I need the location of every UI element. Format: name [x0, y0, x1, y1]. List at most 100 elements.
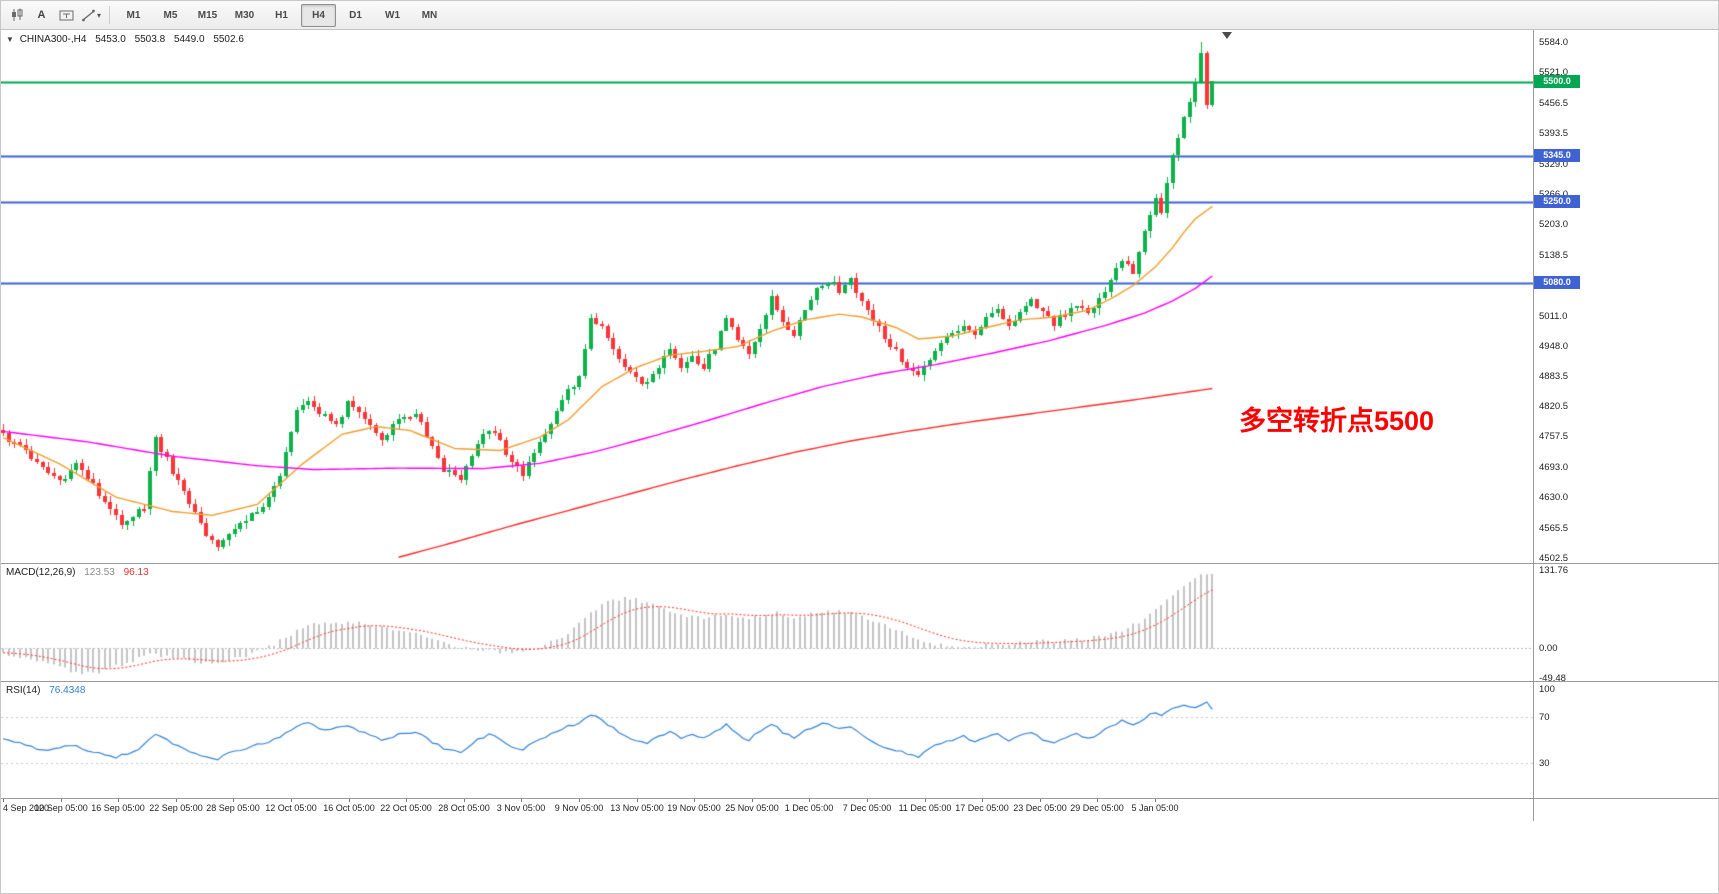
- symbol-name: CHINA300-,H4: [19, 34, 87, 45]
- price-axis-tick: 5011.0: [1539, 310, 1568, 322]
- time-axis-tick: [521, 799, 522, 802]
- time-axis-tick: [982, 799, 983, 802]
- time-axis-label: 7 Dec 05:00: [842, 803, 892, 813]
- pane-separator[interactable]: [1, 798, 1718, 799]
- time-axis-tick: [291, 799, 292, 802]
- text-label-tool-button[interactable]: [55, 4, 78, 27]
- text-label-icon: [59, 10, 74, 20]
- time-axis-tick: [3, 799, 4, 802]
- price-level-tag-5080.0[interactable]: 5080.0: [1534, 275, 1580, 289]
- time-axis-tick: [867, 799, 868, 802]
- rsi-value: 76.4348: [49, 685, 86, 696]
- quick-trade-marker-icon[interactable]: ▼: [6, 35, 14, 44]
- caret-down-icon: ▾: [96, 10, 101, 20]
- price-axis-tick: 4630.0: [1539, 492, 1569, 504]
- rsi-axis-tick: 70: [1539, 711, 1550, 723]
- price-axis-tick: 5393.5: [1539, 128, 1569, 140]
- price-axis-tick: 4757.5: [1539, 431, 1569, 443]
- rsi-pane-canvas[interactable]: [1, 682, 1533, 798]
- ohlc-high: 5503.8: [134, 34, 166, 45]
- time-axis-label: 13 Nov 05:00: [610, 803, 664, 813]
- macd-axis-tick: 131.76: [1539, 565, 1569, 576]
- time-axis-label: 22 Oct 05:00: [380, 803, 432, 813]
- rsi-axis-tick: 100: [1539, 684, 1555, 695]
- timeframe-group: M1 M5 M15 M30 H1 H4 D1 W1 MN: [115, 3, 448, 27]
- price-level-tag-5345.0[interactable]: 5345.0: [1534, 149, 1580, 163]
- timeframe-button-M1[interactable]: M1: [126, 9, 141, 21]
- time-axis-label: 17 Dec 05:00: [955, 803, 1009, 813]
- macd-axis-tick: -49.48: [1539, 672, 1566, 684]
- time-axis-tick: [694, 799, 695, 802]
- price-axis-tick: 5329.0: [1539, 158, 1569, 170]
- time-axis-label: 1 Dec 05:00: [784, 803, 834, 813]
- text-tool-button[interactable]: A: [37, 9, 46, 21]
- macd-main-value: 123.53: [84, 567, 115, 578]
- time-axis-tick: [1155, 799, 1156, 802]
- time-axis-label: 5 Jan 05:00: [1131, 803, 1179, 813]
- time-axis-label: 9 Nov 05:00: [554, 803, 604, 813]
- time-axis-label: 10 Sep 05:00: [34, 803, 88, 813]
- price-axis-tick: 5584.0: [1539, 37, 1569, 49]
- timeframe-button-M15[interactable]: M15: [197, 9, 218, 21]
- ohlc-values: 5453.0 5503.8 5449.0 5502.6: [89, 34, 244, 45]
- price-axis-tick: 5266.0: [1539, 189, 1568, 200]
- toolbar-separator: [109, 6, 110, 24]
- timeframe-button-H1[interactable]: H1: [275, 9, 288, 21]
- time-axis-tick: [176, 799, 177, 802]
- rsi-header: RSI(14) 76.4348: [6, 685, 85, 696]
- time-axis-label: 11 Dec 05:00: [898, 803, 952, 813]
- time-axis-label: 16 Sep 05:00: [91, 803, 145, 813]
- pane-separator[interactable]: [1, 681, 1718, 682]
- time-axis-label: 12 Oct 05:00: [265, 803, 317, 813]
- shapes-dropdown-button[interactable]: ▾: [80, 4, 103, 27]
- main-chart-canvas[interactable]: [1, 30, 1533, 563]
- candlestick-chart-icon: [11, 8, 22, 21]
- time-axis-tick: [349, 799, 350, 802]
- toolbar: A ▾ M1 M5 M15 M30 H1 H4 D1 W1 MN: [1, 1, 1718, 30]
- price-axis-tick: 4693.0: [1539, 462, 1569, 474]
- time-axis-tick: [464, 799, 465, 802]
- ohlc-close: 5502.6: [213, 34, 244, 45]
- time-axis[interactable]: [1, 799, 1718, 821]
- time-axis-tick: [118, 799, 119, 802]
- time-axis-tick: [233, 799, 234, 802]
- rsi-axis-tick: 30: [1539, 758, 1550, 770]
- price-axis-tick: 4565.5: [1539, 522, 1569, 534]
- timeframe-button-M5[interactable]: M5: [163, 9, 178, 21]
- price-axis-tick: 4883.5: [1539, 371, 1569, 383]
- price-axis-tick: 5203.0: [1539, 219, 1569, 231]
- time-axis-label: 4 Sep 2020: [3, 803, 50, 813]
- price-level-tag-5250.0[interactable]: 5250.0: [1534, 194, 1580, 208]
- chart-shift-marker-icon[interactable]: [1222, 32, 1232, 39]
- price-axis-tick: 4502.5: [1539, 552, 1569, 564]
- time-axis-label: 19 Nov 05:00: [667, 803, 721, 813]
- ohlc-low: 5449.0: [173, 34, 205, 45]
- time-axis-tick: [752, 799, 753, 802]
- time-axis-tick: [809, 799, 810, 802]
- chart-annotation-text[interactable]: 多空转折点5500: [1239, 406, 1435, 436]
- time-axis-tick: [1040, 799, 1041, 802]
- time-axis-label: 23 Dec 05:00: [1013, 803, 1067, 813]
- time-axis-tick: [61, 799, 62, 802]
- timeframe-button-M30[interactable]: M30: [234, 9, 255, 21]
- price-axis-tick: 5138.5: [1539, 249, 1569, 261]
- ohlc-open: 5453.0: [95, 34, 126, 45]
- time-axis-label: 3 Nov 05:00: [496, 803, 546, 813]
- timeframe-button-D1[interactable]: D1: [349, 9, 362, 21]
- timeframe-button-H4[interactable]: H4: [301, 3, 336, 27]
- price-level-tag-5500.0[interactable]: 5500.0: [1534, 75, 1580, 89]
- time-axis-label: 25 Nov 05:00: [725, 803, 779, 813]
- pane-separator[interactable]: [1, 563, 1718, 564]
- price-axis-tick: 5521.0: [1539, 67, 1569, 79]
- time-axis-label: 28 Oct 05:00: [438, 803, 490, 813]
- symbol-header: ▼ CHINA300-,H4 5453.0 5503.8 5449.0 5502…: [6, 34, 244, 45]
- price-axis-tick: 5456.5: [1539, 98, 1569, 110]
- chart-mode-button[interactable]: [5, 4, 28, 27]
- rsi-label: RSI(14): [6, 685, 41, 696]
- price-axis-border: [1533, 30, 1534, 821]
- timeframe-button-MN[interactable]: MN: [421, 9, 438, 21]
- timeframe-button-W1[interactable]: W1: [385, 9, 400, 21]
- macd-pane-canvas[interactable]: [1, 564, 1533, 681]
- macd-axis-tick: 0.00: [1539, 643, 1558, 654]
